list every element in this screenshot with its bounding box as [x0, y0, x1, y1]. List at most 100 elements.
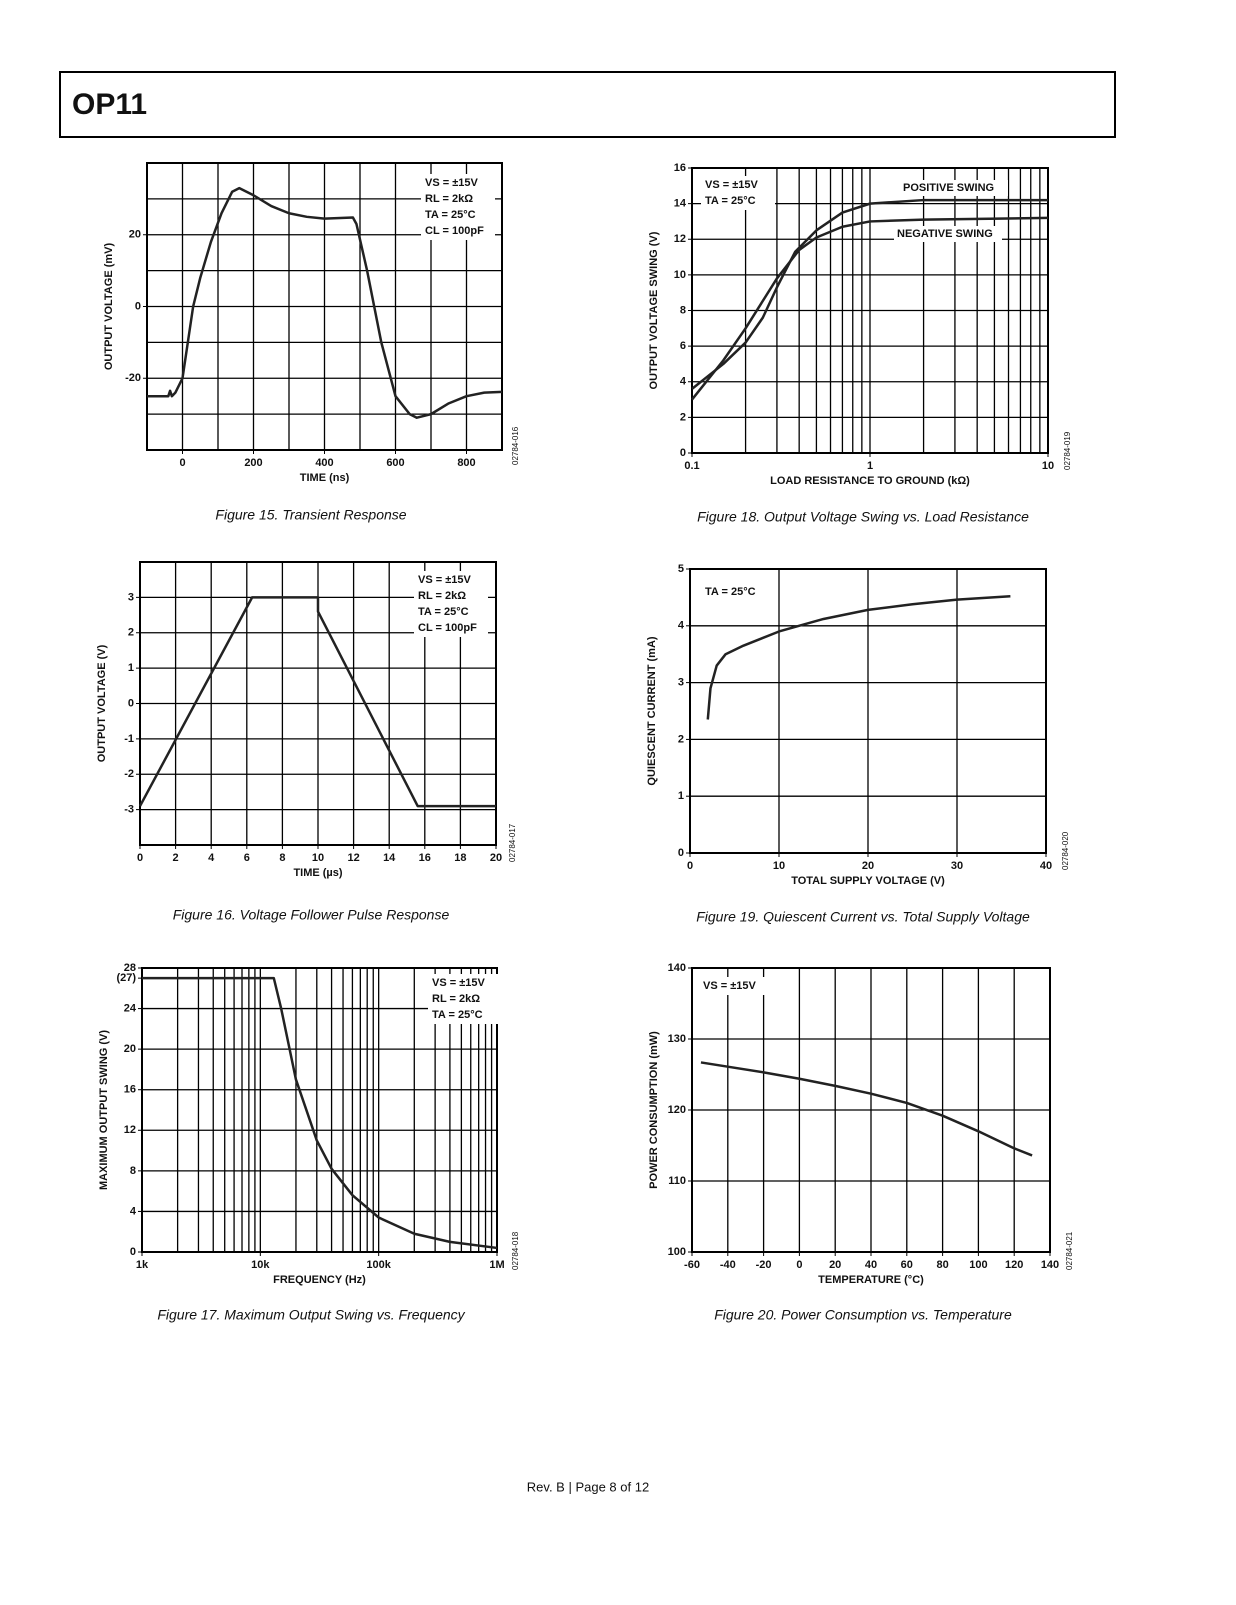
annotation: RL = 2kΩ [425, 193, 473, 205]
y-axis-label: POWER CONSUMPTION (mW) [648, 1031, 660, 1189]
y-tick-label: 0 [678, 847, 684, 859]
x-tick-label: 100k [366, 1259, 391, 1271]
y-tick-label: 0 [128, 697, 134, 709]
y-tick-label: 0 [680, 447, 686, 459]
y-tick-label: 110 [668, 1175, 686, 1187]
annotation: CL = 100pF [418, 622, 477, 634]
x-tick-label: 2 [173, 852, 179, 864]
series-label-bg [894, 226, 1002, 242]
annotation: TA = 25°C [418, 606, 469, 618]
y-tick-label: 1 [128, 662, 134, 674]
annotation: VS = ±15V [418, 574, 471, 586]
y-tick-label: 100 [668, 1246, 686, 1258]
y-tick-label: 24 [124, 1002, 137, 1014]
y-tick-label: 6 [680, 340, 686, 352]
x-tick-label: 1M [489, 1259, 504, 1271]
figure-code: 02784-019 [1063, 431, 1072, 470]
annotation-bg [421, 174, 495, 240]
y-tick-label: 14 [674, 198, 687, 210]
annotation-bg [701, 583, 775, 601]
y-tick-label: 4 [680, 376, 687, 388]
x-tick-label: -40 [720, 1259, 736, 1271]
y-tick-label: -3 [124, 804, 134, 816]
annotation-bg [428, 974, 502, 1024]
annotation: VS = ±15V [705, 179, 758, 191]
header-title: OP11 [72, 88, 147, 121]
y-tick-label: 20 [129, 229, 141, 241]
y-tick-label: 12 [674, 233, 686, 245]
y-tick-label: (27) [116, 972, 136, 984]
annotation: RL = 2kΩ [418, 590, 466, 602]
y-tick-label: -1 [124, 733, 134, 745]
y-tick-label: 140 [668, 962, 686, 974]
x-tick-label: 30 [951, 860, 963, 872]
annotation: TA = 25°C [432, 1009, 483, 1021]
x-tick-label: 12 [347, 852, 359, 864]
x-tick-label: 14 [383, 852, 396, 864]
y-tick-label: -20 [125, 372, 141, 384]
y-tick-label: 4 [678, 620, 685, 632]
x-tick-label: 20 [490, 852, 502, 864]
annotation-bg [699, 977, 773, 995]
y-tick-label: 20 [124, 1043, 136, 1055]
annotation-bg [414, 571, 488, 637]
y-tick-label: 1 [678, 790, 684, 802]
figure-caption: Figure 20. Power Consumption vs. Tempera… [714, 1307, 1012, 1323]
y-tick-label: 120 [668, 1104, 686, 1116]
x-tick-label: 80 [936, 1259, 948, 1271]
x-tick-label: 0 [796, 1259, 802, 1271]
annotation: RL = 2kΩ [432, 993, 480, 1005]
annotation: VS = ±15V [703, 980, 756, 992]
data-line [691, 216, 1049, 401]
y-tick-label: 5 [678, 563, 684, 575]
x-tick-label: 0 [179, 457, 185, 469]
x-tick-label: 0.1 [684, 460, 699, 472]
y-tick-label: 2 [680, 411, 686, 423]
y-tick-label: 2 [128, 627, 134, 639]
x-tick-label: 400 [315, 457, 333, 469]
x-tick-label: 1k [136, 1259, 149, 1271]
footer: Rev. B | Page 8 of 12 [527, 1479, 649, 1494]
data-line [706, 595, 1011, 720]
y-tick-label: 16 [674, 162, 686, 174]
y-tick-label: -2 [124, 768, 134, 780]
figure-caption: Figure 19. Quiescent Current vs. Total S… [696, 909, 1030, 925]
x-tick-label: -20 [756, 1259, 772, 1271]
figure-caption: Figure 16. Voltage Follower Pulse Respon… [173, 907, 450, 923]
x-tick-label: 16 [419, 852, 431, 864]
data-line [700, 1061, 1033, 1157]
annotation: TA = 25°C [705, 586, 756, 598]
series-label: POSITIVE SWING [903, 182, 994, 194]
figure-caption: Figure 18. Output Voltage Swing vs. Load… [697, 509, 1029, 525]
data-line [147, 186, 503, 419]
y-axis-label: OUTPUT VOLTAGE (V) [96, 644, 108, 762]
annotation: CL = 100pF [425, 225, 484, 237]
data-line [691, 198, 1048, 390]
y-tick-label: 10 [674, 269, 686, 281]
x-tick-label: 10k [251, 1259, 270, 1271]
x-tick-label: 4 [208, 852, 215, 864]
x-tick-label: 6 [244, 852, 250, 864]
annotation: TA = 25°C [705, 195, 756, 207]
x-tick-label: 18 [454, 852, 466, 864]
x-axis-label: FREQUENCY (Hz) [273, 1274, 366, 1286]
y-tick-label: 2 [678, 733, 684, 745]
x-tick-label: -60 [684, 1259, 700, 1271]
series-label-bg [900, 180, 1008, 196]
x-axis-label: TIME (µs) [293, 867, 342, 879]
y-tick-label: 8 [130, 1165, 136, 1177]
x-tick-label: 10 [312, 852, 324, 864]
y-axis-label: OUTPUT VOLTAGE (mV) [103, 243, 115, 371]
x-tick-label: 40 [865, 1259, 877, 1271]
data-line [142, 976, 498, 1250]
y-axis-label: QUIESCENT CURRENT (mA) [646, 636, 658, 785]
x-tick-label: 1 [867, 460, 873, 472]
x-tick-label: 40 [1040, 860, 1052, 872]
annotation: VS = ±15V [432, 977, 485, 989]
y-tick-label: 28 [124, 962, 136, 974]
y-tick-label: 8 [680, 304, 686, 316]
y-axis-label: OUTPUT VOLTAGE SWING (V) [648, 231, 660, 389]
figure-code: 02784-021 [1065, 1231, 1074, 1270]
x-axis-label: TEMPERATURE (°C) [818, 1274, 924, 1286]
x-tick-label: 0 [137, 852, 143, 864]
